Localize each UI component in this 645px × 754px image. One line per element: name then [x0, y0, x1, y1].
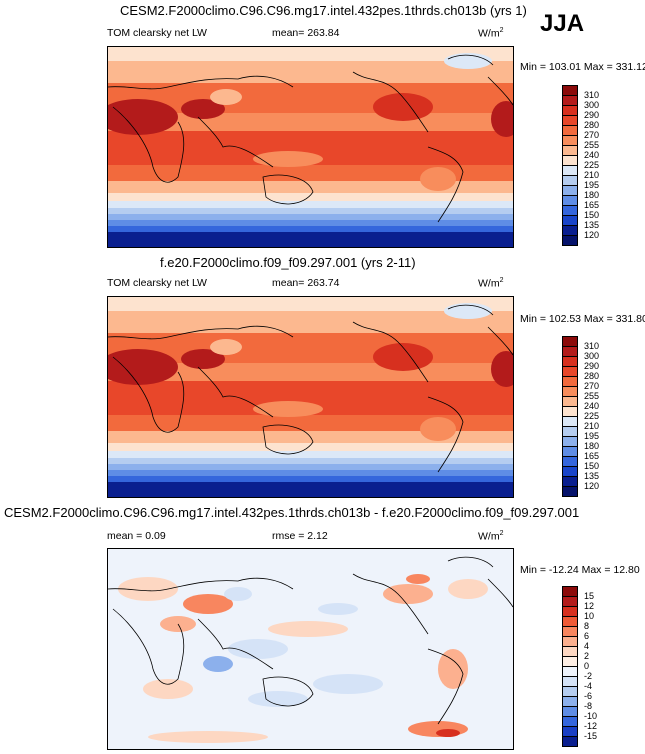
panel1-map: [107, 46, 514, 248]
panel1-units: W/m2: [478, 27, 504, 40]
colorbar-tick-label: -15: [584, 731, 598, 741]
panel3-map: [107, 548, 514, 750]
colorbar-cell: [562, 486, 578, 497]
colorbar-tick-label: -6: [584, 691, 593, 701]
colorbar-tick-label: 8: [584, 621, 590, 631]
panel3-units: W/m2: [478, 530, 504, 543]
colorbar-tick-label: 150: [584, 210, 600, 220]
panel2-mean-label: mean= 263.74: [272, 277, 340, 289]
colorbar-tick-label: 195: [584, 431, 600, 441]
colorbar-tick-label: 120: [584, 230, 600, 240]
colorbar-tick-label: 290: [584, 110, 600, 120]
colorbar-tick-label: 165: [584, 451, 600, 461]
colorbar-tick-label: 135: [584, 220, 600, 230]
panel1-variable-label: TOM clearsky net LW: [107, 27, 207, 39]
colorbar-tick-label: 120: [584, 481, 600, 491]
panel2-map: [107, 296, 514, 498]
colorbar-tick-label: 150: [584, 461, 600, 471]
season-label: JJA: [540, 10, 585, 37]
colorbar-tick-label: 165: [584, 200, 600, 210]
colorbar-tick-label: 135: [584, 471, 600, 481]
colorbar-tick-label: 6: [584, 631, 590, 641]
colorbar-tick-label: 12: [584, 601, 595, 611]
colorbar-tick-label: 180: [584, 441, 600, 451]
colorbar-tick-label: 225: [584, 411, 600, 421]
colorbar-cell: [562, 235, 578, 246]
colorbar-tick-label: 310: [584, 90, 600, 100]
colorbar-tick-label: 0: [584, 661, 590, 671]
colorbar-tick-label: 255: [584, 391, 600, 401]
colorbar-tick-label: 270: [584, 381, 600, 391]
colorbar-tick-label: 180: [584, 190, 600, 200]
colorbar-cell: [562, 736, 578, 747]
panel2-variable-label: TOM clearsky net LW: [107, 277, 207, 289]
colorbar-tick-label: 10: [584, 611, 595, 621]
colorbar-tick-label: 240: [584, 150, 600, 160]
colorbar-tick-label: 255: [584, 140, 600, 150]
colorbar-tick-label: 240: [584, 401, 600, 411]
colorbar-tick-label: -10: [584, 711, 598, 721]
panel3-title: CESM2.F2000climo.C96.C96.mg17.intel.432p…: [4, 505, 580, 520]
panel3-colorbar: [562, 586, 578, 747]
colorbar-tick-label: 2: [584, 651, 590, 661]
panel2-colorbar: [562, 336, 578, 497]
panel1-mean-label: mean= 263.84: [272, 27, 340, 39]
panel1-minmax: Min = 103.01 Max = 331.12: [520, 61, 645, 73]
panel1-title: CESM2.F2000climo.C96.C96.mg17.intel.432p…: [120, 3, 527, 18]
panel2-title: f.e20.F2000climo.f09_f09.297.001 (yrs 2-…: [160, 255, 416, 270]
colorbar-tick-label: -2: [584, 671, 593, 681]
colorbar-tick-label: 280: [584, 371, 600, 381]
panel2-units: W/m2: [478, 277, 504, 290]
colorbar-tick-label: -8: [584, 701, 593, 711]
colorbar-tick-label: 15: [584, 591, 595, 601]
colorbar-tick-label: -12: [584, 721, 598, 731]
colorbar-tick-label: 300: [584, 351, 600, 361]
colorbar-tick-label: 300: [584, 100, 600, 110]
colorbar-tick-label: 225: [584, 160, 600, 170]
panel3-rmse-label: rmse = 2.12: [272, 530, 328, 542]
panel2-minmax: Min = 102.53 Max = 331.80: [520, 313, 645, 325]
colorbar-tick-label: 4: [584, 641, 590, 651]
colorbar-tick-label: 195: [584, 180, 600, 190]
panel3-mean-label: mean = 0.09: [107, 530, 166, 542]
panel3-minmax: Min = -12.24 Max = 12.80: [520, 564, 640, 576]
colorbar-tick-label: 270: [584, 130, 600, 140]
colorbar-tick-label: 310: [584, 341, 600, 351]
colorbar-tick-label: -4: [584, 681, 593, 691]
panel1-colorbar: [562, 85, 578, 246]
colorbar-tick-label: 210: [584, 170, 600, 180]
colorbar-tick-label: 290: [584, 361, 600, 371]
colorbar-tick-label: 280: [584, 120, 600, 130]
colorbar-tick-label: 210: [584, 421, 600, 431]
